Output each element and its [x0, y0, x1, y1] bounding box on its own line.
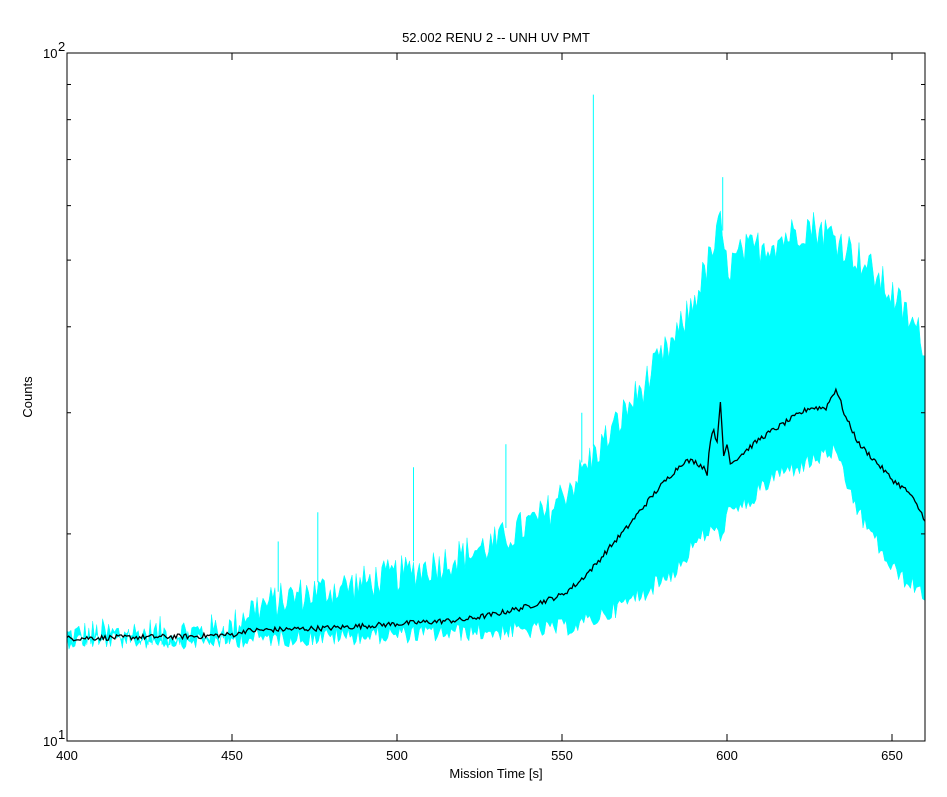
x-tick-label: 450: [221, 748, 243, 763]
y-tick-label-exponent: 1: [58, 727, 65, 742]
plot-frame: [66, 52, 926, 742]
x-axis-title: Mission Time [s]: [449, 766, 542, 781]
data-layer: [66, 94, 926, 650]
y-tick-label: 10: [43, 734, 57, 749]
chart-title: 52.002 RENU 2 -- UNH UV PMT: [402, 30, 590, 45]
x-tick-label: 600: [716, 748, 738, 763]
smoothed-counts-line: [66, 387, 926, 642]
y-axis-title: Counts: [20, 376, 35, 418]
raw-counts-band: [66, 210, 925, 650]
x-tick-label: 500: [386, 748, 408, 763]
x-tick-label: 650: [881, 748, 903, 763]
x-tick-label: 400: [56, 748, 78, 763]
y-tick-label: 10: [43, 46, 57, 61]
x-tick-label: 550: [551, 748, 573, 763]
y-tick-label-exponent: 2: [58, 39, 65, 54]
